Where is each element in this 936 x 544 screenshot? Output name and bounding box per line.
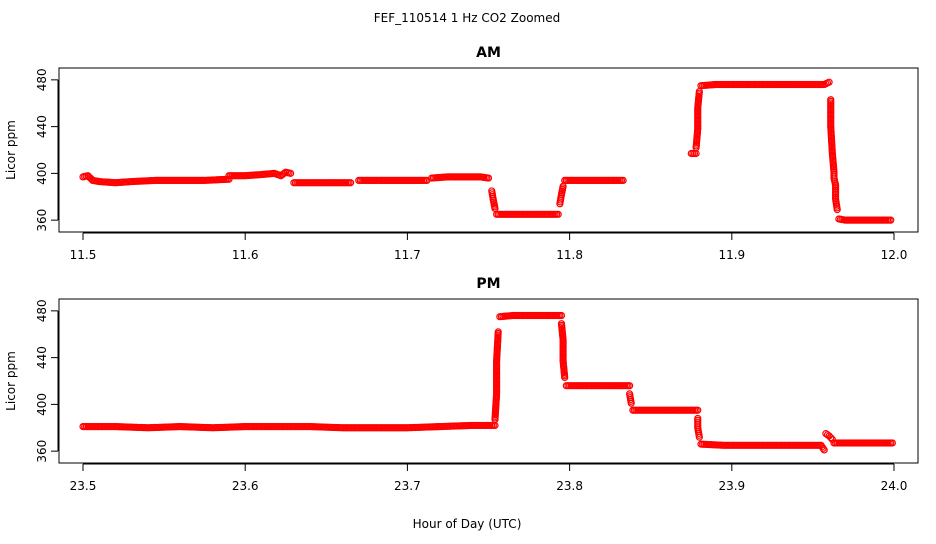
data-point xyxy=(484,174,493,182)
data-point xyxy=(694,406,702,414)
y-axis-label: Licor ppm xyxy=(4,120,18,180)
y-tick-label: 360 xyxy=(35,440,49,463)
x-tick-label: 11.9 xyxy=(718,248,745,262)
panel-pm: PM 23.5 23.6 23.7 23.8 23.9 24.0 360 400 440 480 Li… xyxy=(4,276,919,493)
data-point xyxy=(619,176,627,184)
data-point xyxy=(695,433,703,441)
plot-frame xyxy=(58,298,919,464)
x-tick-label: 24.0 xyxy=(881,479,908,493)
series-points xyxy=(79,311,896,454)
panels: AM 11.5 11.6 11.7 11.8 11.9 12.0 360 400 440 480 Li… xyxy=(4,45,919,493)
y-tick-label: 400 xyxy=(35,393,49,416)
y-tick-label: 440 xyxy=(35,115,49,138)
data-point xyxy=(833,206,841,214)
data-point xyxy=(820,446,828,454)
data-point xyxy=(888,439,896,447)
x-tick-label: 11.5 xyxy=(70,248,97,262)
x-tick-label: 23.8 xyxy=(556,479,583,493)
plot-frame xyxy=(58,67,919,233)
x-tick-label: 23.6 xyxy=(232,479,259,493)
x-tick-label: 23.5 xyxy=(70,479,97,493)
x-tick-label: 11.8 xyxy=(556,248,583,262)
x-tick-label: 23.9 xyxy=(718,479,745,493)
data-point xyxy=(819,444,827,453)
x-axis-label: Hour of Day (UTC) xyxy=(413,517,522,531)
y-tick-label: 400 xyxy=(35,162,49,185)
data-point xyxy=(554,210,562,218)
data-point xyxy=(561,373,569,382)
y-axis-label: Licor ppm xyxy=(4,351,18,411)
panel-title: AM xyxy=(476,45,501,61)
data-point xyxy=(627,399,635,407)
data-point xyxy=(557,311,566,320)
panel-title: PM xyxy=(476,276,500,292)
figure-title: FEF_110514 1 Hz CO2 Zoomed xyxy=(374,11,560,25)
y-tick-label: 360 xyxy=(35,209,49,232)
y-tick-label: 440 xyxy=(35,346,49,369)
y-tick-label: 480 xyxy=(35,68,49,91)
series-points xyxy=(79,78,895,224)
data-point xyxy=(494,328,502,336)
x-tick-label: 11.7 xyxy=(394,248,421,262)
data-point xyxy=(347,179,355,187)
y-tick-label: 480 xyxy=(35,299,49,322)
x-tick-label: 11.6 xyxy=(232,248,259,262)
panel-am: AM 11.5 11.6 11.7 11.8 11.9 12.0 360 400 440 480 Li… xyxy=(4,45,919,262)
data-point xyxy=(827,434,835,442)
x-tick-label: 23.7 xyxy=(394,479,421,493)
data-point xyxy=(887,216,895,224)
data-point xyxy=(825,78,833,86)
data-point xyxy=(287,169,295,177)
x-tick-label: 12.0 xyxy=(881,248,908,262)
data-point xyxy=(626,382,634,390)
